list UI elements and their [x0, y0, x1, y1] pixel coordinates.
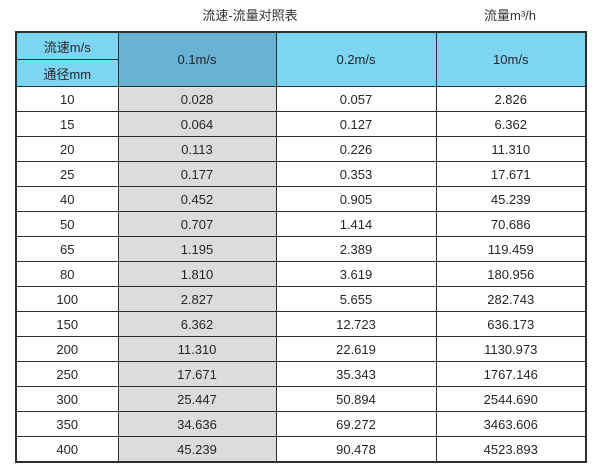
diameter-cell: 40 [15, 186, 119, 212]
flow-cell-0-2ms: 69.272 [275, 411, 437, 437]
diameter-cell: 350 [15, 411, 119, 437]
flow-cell-10ms: 1767.146 [435, 361, 587, 387]
flow-cell-0-2ms: 0.226 [275, 136, 437, 162]
table-row: 200 11.310 22.619 1130.973 [15, 336, 587, 362]
flow-cell-0-2ms: 0.057 [275, 86, 437, 112]
flow-cell-0-1ms: 34.636 [117, 411, 277, 437]
diameter-header-label: 通径mm [43, 66, 92, 82]
diameter-cell: 20 [15, 136, 119, 162]
diameter-cell: 65 [15, 236, 119, 262]
table-row: 40 0.452 0.905 45.239 [15, 186, 587, 212]
flow-cell-0-1ms: 25.447 [117, 386, 277, 412]
flow-cell-10ms: 70.686 [435, 211, 587, 237]
table-title: 流速-流量对照表 [202, 8, 298, 23]
table-row: 350 34.636 69.272 3463.606 [15, 411, 587, 437]
flow-cell-10ms: 1130.973 [435, 336, 587, 362]
flow-cell-0-1ms: 1.195 [117, 236, 277, 262]
flow-cell-0-1ms: 0.028 [117, 86, 277, 112]
table-header: 流速m/s 通径mm 0.1m/s 0.2m/s 10m/s [15, 31, 587, 87]
flow-cell-10ms: 2.826 [435, 86, 587, 112]
diameter-cell: 25 [15, 161, 119, 187]
flow-cell-10ms: 119.459 [435, 236, 587, 262]
flow-cell-0-1ms: 0.064 [117, 111, 277, 137]
flow-cell-0-2ms: 2.389 [275, 236, 437, 262]
flow-cell-0-1ms: 17.671 [117, 361, 277, 387]
flow-cell-0-2ms: 0.905 [275, 186, 437, 212]
table-row: 15 0.064 0.127 6.362 [15, 111, 587, 137]
flow-cell-10ms: 282.743 [435, 286, 587, 312]
diameter-cell: 50 [15, 211, 119, 237]
table-row: 80 1.810 3.619 180.956 [15, 261, 587, 287]
diameter-cell: 150 [15, 311, 119, 337]
flow-cell-10ms: 3463.606 [435, 411, 587, 437]
header-row: 流速m/s 通径mm 0.1m/s 0.2m/s 10m/s [15, 31, 587, 87]
table-row: 65 1.195 2.389 119.459 [15, 236, 587, 262]
table-row: 250 17.671 35.343 1767.146 [15, 361, 587, 387]
table-row: 50 0.707 1.414 70.686 [15, 211, 587, 237]
flow-cell-0-2ms: 12.723 [275, 311, 437, 337]
diameter-cell: 300 [15, 386, 119, 412]
flow-comparison-table: 流速m/s 通径mm 0.1m/s 0.2m/s 10m/s 10 0.028 … [15, 31, 587, 463]
diameter-cell: 15 [15, 111, 119, 137]
diameter-cell: 80 [15, 261, 119, 287]
flow-cell-0-2ms: 35.343 [275, 361, 437, 387]
title-bar: 流速-流量对照表 流量m³/h [0, 0, 600, 30]
flow-cell-10ms: 45.239 [435, 186, 587, 212]
flow-cell-0-1ms: 0.113 [117, 136, 277, 162]
diameter-cell: 400 [15, 436, 119, 463]
flow-cell-0-1ms: 45.239 [117, 436, 277, 463]
flow-cell-0-2ms: 22.619 [275, 336, 437, 362]
flow-cell-0-2ms: 90.478 [275, 436, 437, 463]
flow-cell-0-2ms: 50.894 [275, 386, 437, 412]
table-row: 20 0.113 0.226 11.310 [15, 136, 587, 162]
flow-cell-10ms: 11.310 [435, 136, 587, 162]
flow-cell-0-2ms: 0.353 [275, 161, 437, 187]
flow-cell-10ms: 180.956 [435, 261, 587, 287]
column-header-0-2ms: 0.2m/s [275, 31, 437, 87]
diameter-cell: 10 [15, 86, 119, 112]
diameter-cell: 250 [15, 361, 119, 387]
corner-wrap: 流速m/s 通径mm [17, 33, 117, 86]
table-row: 10 0.028 0.057 2.826 [15, 86, 587, 112]
column-header-0-1ms: 0.1m/s [117, 31, 277, 87]
flow-cell-0-1ms: 1.810 [117, 261, 277, 287]
flow-unit-label: 流量m³/h [483, 8, 537, 23]
flow-cell-0-1ms: 6.362 [117, 311, 277, 337]
diameter-cell: 100 [15, 286, 119, 312]
flow-cell-10ms: 2544.690 [435, 386, 587, 412]
flow-cell-10ms: 17.671 [435, 161, 587, 187]
flow-cell-10ms: 6.362 [435, 111, 587, 137]
column-header-10ms: 10m/s [435, 31, 587, 87]
diameter-cell: 200 [15, 336, 119, 362]
flow-cell-0-1ms: 0.707 [117, 211, 277, 237]
flow-cell-0-2ms: 0.127 [275, 111, 437, 137]
flow-cell-0-2ms: 3.619 [275, 261, 437, 287]
table-row: 300 25.447 50.894 2544.690 [15, 386, 587, 412]
corner-header-cell: 流速m/s 通径mm [15, 31, 119, 87]
flow-cell-0-2ms: 5.655 [275, 286, 437, 312]
flow-cell-0-1ms: 0.177 [117, 161, 277, 187]
flow-cell-10ms: 4523.893 [435, 436, 587, 463]
flow-cell-10ms: 636.173 [435, 311, 587, 337]
flow-cell-0-1ms: 2.827 [117, 286, 277, 312]
table-row: 150 6.362 12.723 636.173 [15, 311, 587, 337]
table-row: 100 2.827 5.655 282.743 [15, 286, 587, 312]
flow-cell-0-1ms: 11.310 [117, 336, 277, 362]
table-row: 25 0.177 0.353 17.671 [15, 161, 587, 187]
table-body: 10 0.028 0.057 2.826 15 0.064 0.127 6.36… [15, 86, 587, 463]
table-row: 400 45.239 90.478 4523.893 [15, 436, 587, 463]
velocity-header-label: 流速m/s [17, 33, 117, 60]
flow-cell-0-2ms: 1.414 [275, 211, 437, 237]
flow-cell-0-1ms: 0.452 [117, 186, 277, 212]
